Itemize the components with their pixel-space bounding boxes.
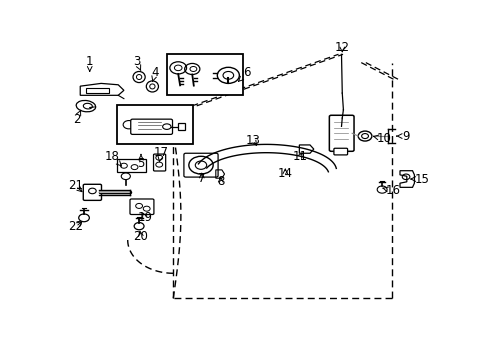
FancyBboxPatch shape — [118, 105, 194, 144]
Text: 11: 11 — [292, 150, 307, 163]
Text: 3: 3 — [133, 55, 141, 71]
Text: 4: 4 — [152, 66, 159, 82]
Text: 21: 21 — [68, 179, 83, 193]
Text: 12: 12 — [335, 41, 350, 54]
FancyBboxPatch shape — [329, 115, 354, 151]
FancyBboxPatch shape — [117, 158, 146, 172]
FancyBboxPatch shape — [184, 153, 218, 177]
FancyBboxPatch shape — [83, 184, 101, 201]
Text: 9: 9 — [397, 130, 410, 143]
Text: 18: 18 — [105, 150, 122, 166]
FancyBboxPatch shape — [178, 123, 185, 130]
Text: 20: 20 — [134, 230, 148, 243]
Text: 14: 14 — [278, 167, 293, 180]
Text: 17: 17 — [154, 146, 169, 162]
Text: 7: 7 — [198, 172, 205, 185]
FancyBboxPatch shape — [167, 54, 243, 95]
FancyBboxPatch shape — [153, 154, 166, 171]
Text: 19: 19 — [137, 211, 152, 224]
Text: 5: 5 — [137, 154, 145, 170]
Text: 1: 1 — [86, 55, 94, 71]
Text: 22: 22 — [68, 220, 83, 233]
Text: 2: 2 — [73, 110, 81, 126]
FancyBboxPatch shape — [130, 199, 154, 215]
Text: 8: 8 — [217, 175, 224, 188]
Text: 10: 10 — [373, 132, 392, 145]
Text: 6: 6 — [239, 66, 251, 81]
Text: 15: 15 — [411, 172, 429, 185]
FancyBboxPatch shape — [131, 119, 172, 134]
FancyBboxPatch shape — [334, 148, 347, 155]
Text: 13: 13 — [245, 134, 261, 147]
Text: 16: 16 — [383, 184, 401, 197]
